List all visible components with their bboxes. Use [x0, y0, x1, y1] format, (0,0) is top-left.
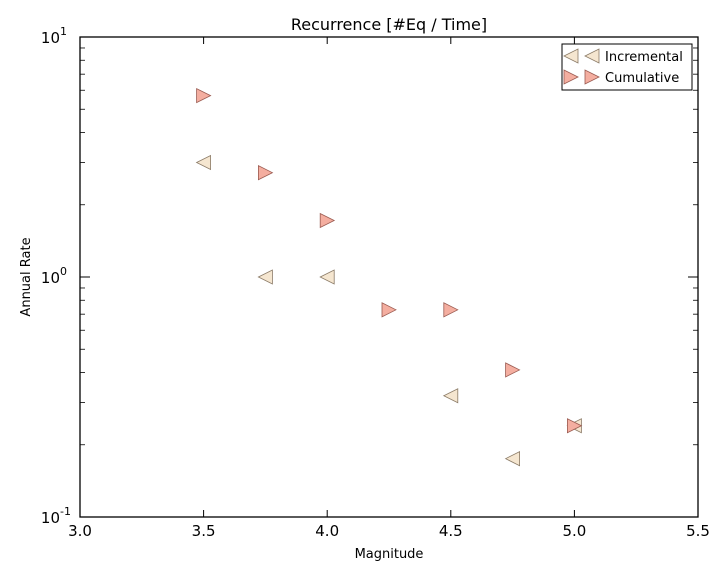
x-tick-label: 4.0: [315, 522, 339, 540]
data-markers: [195, 87, 583, 467]
cumulative-marker: [319, 212, 336, 229]
legend-marker: [563, 69, 579, 85]
y-tick-base: 10: [41, 269, 60, 287]
y-tick-exponent: 1: [60, 25, 67, 38]
legend-box: [561, 43, 693, 91]
cumulative-marker: [443, 302, 459, 318]
x-tick-label: 4.5: [439, 522, 463, 540]
incremental-marker: [195, 154, 212, 171]
x-tick-label: 5.0: [562, 522, 586, 540]
legend-label: Cumulative: [605, 71, 679, 86]
incremental-marker: [442, 388, 459, 404]
legend: Incremental Cumulative: [561, 43, 693, 91]
x-tick-label: 3.5: [192, 522, 216, 540]
legend-marker: [584, 48, 600, 64]
y-tick-exponent: 0: [60, 265, 67, 278]
cumulative-marker: [567, 418, 583, 434]
incremental-marker: [504, 451, 520, 467]
legend-label: Incremental: [605, 50, 683, 65]
cumulative-marker: [196, 87, 212, 104]
x-axis-label: Magnitude: [355, 547, 424, 562]
legend-marker: [584, 69, 600, 85]
incremental-marker: [319, 269, 335, 285]
y-tick-base: 10: [41, 509, 60, 527]
x-tick-label: 3.0: [68, 522, 92, 540]
y-tick-base: 10: [41, 29, 60, 47]
incremental-marker: [257, 269, 273, 285]
x-tick-label: 5.5: [686, 522, 710, 540]
y-tick-exponent: -1: [60, 505, 71, 518]
cumulative-marker: [381, 302, 397, 318]
cumulative-marker: [505, 362, 521, 378]
y-axis-label: Annual Rate: [19, 237, 34, 316]
legend-marker: [563, 48, 579, 64]
y-tick-label: 10: [41, 29, 60, 47]
y-tick-label: 10: [41, 269, 60, 287]
y-tick-label: 10: [41, 509, 60, 527]
x-axis: 3.0 3.5 4.0 4.5 5.0 5.5: [68, 37, 710, 540]
cumulative-marker: [257, 165, 274, 181]
chart-title: Recurrence [#Eq / Time]: [291, 15, 487, 34]
